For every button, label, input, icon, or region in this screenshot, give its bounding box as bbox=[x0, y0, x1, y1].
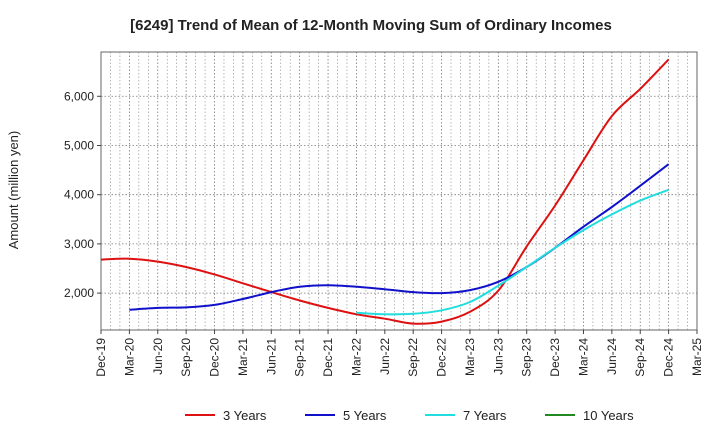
series-line-7-years bbox=[356, 188, 669, 316]
x-tick-label: Jun-20 bbox=[151, 338, 165, 375]
y-tick-label: 6,000 bbox=[64, 89, 94, 103]
series-line-5-years bbox=[129, 163, 670, 311]
x-tick-label: Dec-23 bbox=[548, 338, 562, 377]
chart-title: [6249] Trend of Mean of 12-Month Moving … bbox=[130, 17, 612, 34]
x-tick-label: Dec-24 bbox=[662, 338, 676, 377]
x-tick-label: Jun-23 bbox=[491, 338, 505, 375]
series-line-3-years bbox=[100, 58, 670, 325]
legend: 3 Years 5 Years 7 Years 10 Years bbox=[185, 408, 634, 423]
x-tick-label: Jun-22 bbox=[378, 338, 392, 375]
x-tick-label: Sep-20 bbox=[179, 338, 193, 377]
legend-label: 10 Years bbox=[583, 408, 634, 423]
x-tick-label: Dec-22 bbox=[435, 338, 449, 377]
x-tick-label: Mar-22 bbox=[349, 338, 363, 376]
x-tick-label: Sep-23 bbox=[520, 338, 534, 377]
y-axis-ticks: 2,000 3,000 4,000 5,000 6,000 bbox=[64, 89, 101, 300]
x-tick-label: Mar-21 bbox=[236, 338, 250, 376]
x-tick-label: Mar-25 bbox=[690, 338, 704, 376]
x-tick-label: Mar-23 bbox=[463, 338, 477, 376]
x-tick-label: Jun-21 bbox=[264, 338, 278, 375]
legend-label: 7 Years bbox=[463, 408, 507, 423]
x-tick-label: Sep-24 bbox=[633, 338, 647, 377]
y-tick-label: 4,000 bbox=[64, 188, 94, 202]
grid-lines bbox=[101, 52, 697, 330]
x-tick-label: Dec-19 bbox=[94, 338, 108, 377]
x-tick-label: Mar-20 bbox=[122, 338, 136, 376]
x-tick-label: Dec-21 bbox=[321, 338, 335, 377]
y-tick-label: 5,000 bbox=[64, 138, 94, 152]
y-tick-label: 2,000 bbox=[64, 286, 94, 300]
x-tick-label: Dec-20 bbox=[208, 338, 222, 377]
x-tick-label: Jun-24 bbox=[605, 338, 619, 375]
legend-label: 5 Years bbox=[343, 408, 387, 423]
x-tick-label: Sep-21 bbox=[293, 338, 307, 377]
y-tick-label: 3,000 bbox=[64, 237, 94, 251]
x-axis-ticks: Dec-19 Mar-20 Jun-20 Sep-20 Dec-20 Mar-21 Jun-… bbox=[94, 330, 704, 377]
series-lines bbox=[100, 58, 670, 325]
plot-area bbox=[100, 51, 698, 331]
y-axis-label: Amount (million yen) bbox=[6, 131, 21, 250]
x-tick-label: Sep-22 bbox=[406, 338, 420, 377]
x-tick-label: Mar-24 bbox=[576, 338, 590, 376]
legend-label: 3 Years bbox=[223, 408, 267, 423]
